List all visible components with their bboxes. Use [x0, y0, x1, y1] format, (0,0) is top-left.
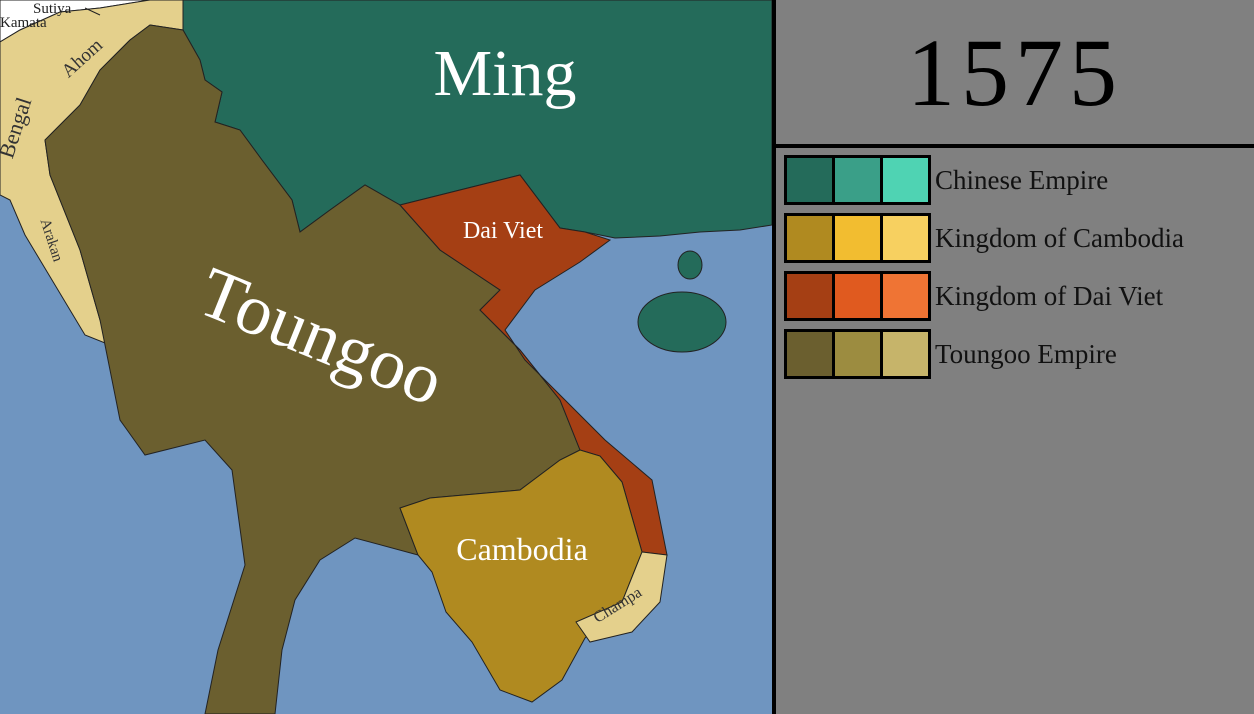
map: Ming Toungoo Dai Viet Cambodia Champa Be…: [0, 0, 772, 714]
legend-swatches: [784, 155, 931, 205]
swatch: [883, 158, 928, 202]
swatch: [883, 216, 928, 260]
swatch: [835, 332, 880, 376]
swatch: [835, 216, 880, 260]
swatch: [883, 274, 928, 318]
island-hainan: [637, 291, 727, 353]
swatch: [835, 274, 880, 318]
legend-swatches: [784, 271, 931, 321]
swatch: [787, 274, 832, 318]
legend-label: Toungoo Empire: [935, 338, 1117, 369]
swatch: [835, 158, 880, 202]
label-cambodia: Cambodia: [456, 531, 588, 567]
legend-label: Kingdom of Dai Viet: [935, 280, 1164, 311]
legend-swatches: [784, 213, 931, 263]
year-label: 1575: [907, 18, 1123, 126]
label-ming: Ming: [433, 37, 576, 110]
legend-swatches: [784, 329, 931, 379]
legend-label: Kingdom of Cambodia: [935, 222, 1184, 253]
legend-item-kingdom-of-cambodia: Kingdom of Cambodia: [784, 213, 1184, 263]
island-ming-coast: [677, 250, 703, 280]
legend-item-toungoo-empire: Toungoo Empire: [784, 329, 1117, 379]
label-sutiya: Sutiya: [33, 1, 72, 17]
swatch: [787, 216, 832, 260]
sutiya-pointer: [84, 7, 101, 16]
region-champa: [575, 551, 668, 643]
swatch: [787, 158, 832, 202]
swatch: [883, 332, 928, 376]
legend-item-chinese-empire: Chinese Empire: [784, 155, 1108, 205]
divider: [776, 144, 1254, 148]
region-dai-viet: [399, 174, 668, 556]
legend-label: Chinese Empire: [935, 164, 1109, 195]
label-kamata: Kamata: [0, 15, 47, 31]
year-box: 1575: [776, 0, 1254, 144]
side-panel: 1575 Chinese Empire Kingdom of Cambodia …: [776, 0, 1254, 714]
label-dai-viet: Dai Viet: [463, 218, 543, 244]
swatch: [787, 332, 832, 376]
legend-item-kingdom-of-dai-viet: Kingdom of Dai Viet: [784, 271, 1163, 321]
